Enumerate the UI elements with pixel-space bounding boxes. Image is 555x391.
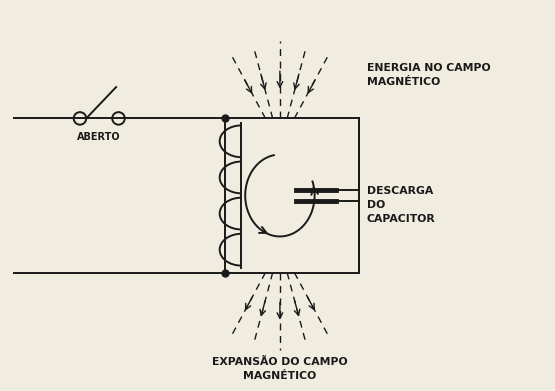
- Text: ABERTO: ABERTO: [77, 132, 121, 142]
- Text: ENERGIA NO CAMPO
MAGNÉTICO: ENERGIA NO CAMPO MAGNÉTICO: [367, 63, 490, 87]
- Text: EXPANSÃO DO CAMPO
MAGNÉTICO: EXPANSÃO DO CAMPO MAGNÉTICO: [212, 357, 348, 381]
- Text: DESCARGA
DO
CAPACITOR: DESCARGA DO CAPACITOR: [367, 186, 435, 224]
